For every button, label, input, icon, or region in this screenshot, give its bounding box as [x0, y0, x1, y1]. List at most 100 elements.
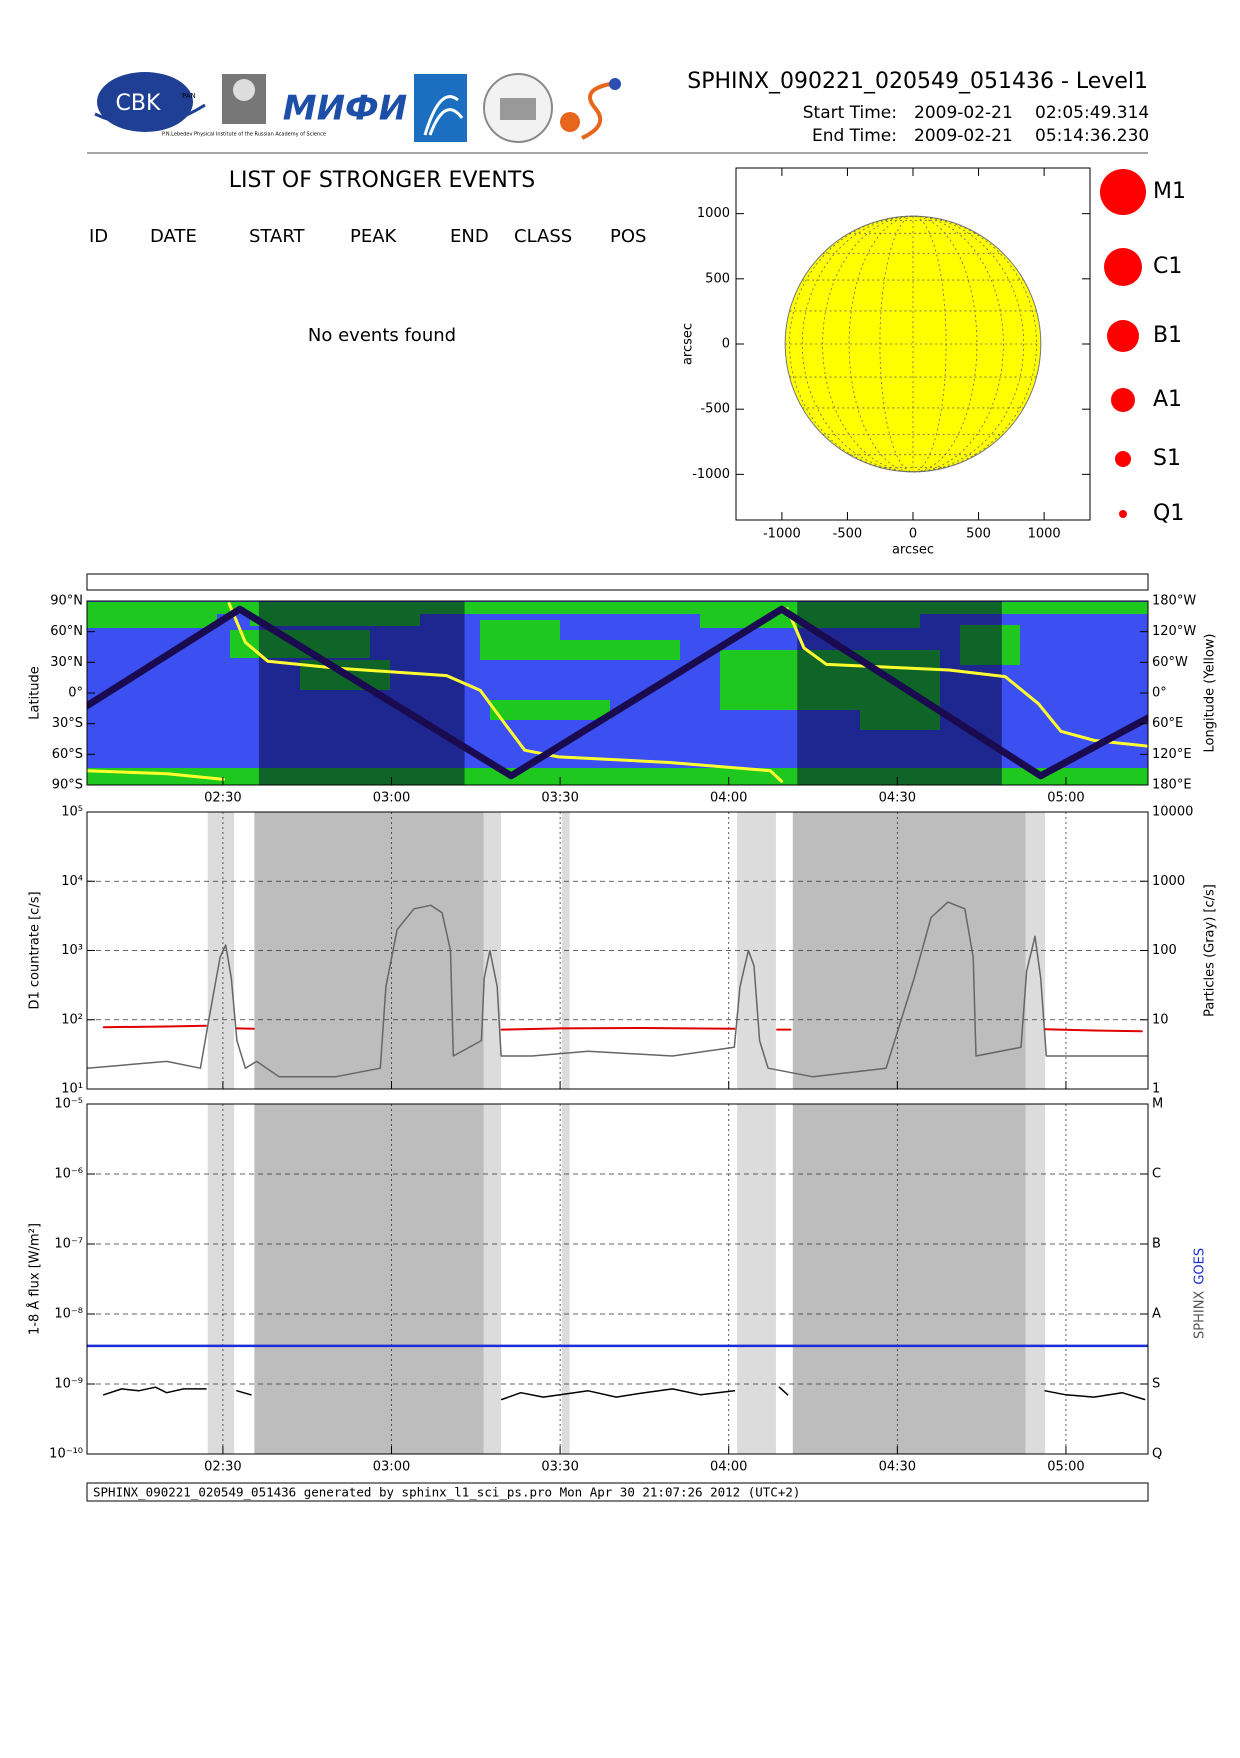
y-tick-label: 10⁻⁸ — [54, 1307, 83, 1322]
y2-tick-label: 10 — [1152, 1012, 1169, 1027]
y2-tick-label: M — [1152, 1097, 1163, 1112]
y2-tick-label: 1000 — [1152, 874, 1185, 889]
plot-frame — [86, 1103, 1149, 1455]
map-land — [560, 640, 680, 660]
y-tick-label: -500 — [700, 402, 730, 417]
x-tick-label: 02:30 — [204, 1460, 241, 1475]
y2-tick-label: 0° — [1152, 686, 1167, 701]
y-tick-label: 90°N — [50, 594, 83, 609]
logo-text: PAN — [182, 92, 196, 100]
x-tick-label: -500 — [833, 527, 863, 542]
y2-axis-label: Particles (Gray) [c/s] — [1203, 884, 1218, 1017]
y-tick-label: 10⁻⁷ — [54, 1237, 83, 1252]
start-time: 02:05:49.314 — [1035, 103, 1149, 123]
events-title: LIST OF STRONGER EVENTS — [229, 168, 536, 193]
x-tick-label: 04:30 — [879, 791, 916, 806]
column-header: POS — [610, 226, 646, 247]
x-tick-label: 03:00 — [373, 791, 410, 806]
y2-tick-label: C — [1152, 1167, 1161, 1182]
y2-tick-label: 120°E — [1152, 747, 1192, 762]
disk-grid — [822, 215, 1004, 473]
y2-tick-label: A — [1152, 1307, 1161, 1322]
map-land — [490, 700, 610, 720]
x-tick-label: 05:00 — [1047, 791, 1084, 806]
y2-tick-label: 180°W — [1152, 594, 1196, 609]
map-land — [87, 614, 217, 628]
y2-tick-label: 120°W — [1152, 624, 1196, 639]
end-label: End Time: — [812, 126, 897, 146]
legend-label: Q1 — [1153, 501, 1184, 526]
y-tick-label: 90°S — [52, 778, 83, 793]
y2-tick-label: S — [1152, 1377, 1160, 1392]
logo-cbk — [97, 72, 193, 132]
legend-label: B1 — [1153, 323, 1182, 348]
start-date: 2009-02-21 — [914, 103, 1013, 123]
y-axis-label: 1-8 Å flux [W/m²] — [27, 1223, 43, 1335]
legend-marker — [1111, 388, 1135, 412]
y-tick-label: 500 — [705, 271, 730, 286]
y-tick-label: 10⁻¹⁰ — [49, 1447, 83, 1462]
logo-text: МИФИ — [283, 89, 407, 129]
shaded-interval — [797, 601, 1002, 785]
legend-marker — [1115, 451, 1131, 467]
legend-marker — [1107, 320, 1139, 352]
y-tick-label: 10¹ — [61, 1082, 83, 1097]
logo-portrait — [233, 79, 255, 101]
shaded-interval — [254, 1104, 484, 1454]
shaded-interval — [483, 1104, 502, 1454]
end-date: 2009-02-21 — [914, 126, 1013, 146]
y2-axis-label: Longitude (Yellow) — [1203, 634, 1218, 753]
logo-dot — [609, 78, 621, 90]
disk-grid — [801, 215, 1025, 473]
y-tick-label: -1000 — [692, 467, 730, 482]
series-line — [87, 901, 1148, 1078]
logo-s — [581, 82, 611, 140]
logo-sun — [560, 112, 580, 132]
column-header: START — [249, 226, 306, 247]
y-tick-label: 10⁵ — [61, 805, 83, 820]
disk-grid — [848, 215, 978, 473]
events-message: No events found — [308, 325, 456, 346]
y2-tick-label: 180°E — [1152, 778, 1192, 793]
y-tick-label: 60°N — [50, 624, 83, 639]
end-time: 05:14:36.230 — [1035, 126, 1149, 146]
shaded-interval — [792, 1104, 1026, 1454]
legend-label: S1 — [1153, 446, 1181, 471]
y-tick-label: 10⁻⁹ — [54, 1377, 83, 1392]
logos: CBK PAN P.N.Lebedev Physical Institute o… — [94, 72, 621, 143]
footer: SPHINX_090221_020549_051436 generated by… — [93, 1485, 800, 1500]
y-tick-label: 30°N — [50, 655, 83, 670]
column-header: CLASS — [514, 226, 572, 247]
y-tick-label: 60°S — [52, 747, 83, 762]
y2-tick-label: B — [1152, 1237, 1161, 1252]
series-line — [87, 602, 1148, 783]
y-axis-label: arcsec — [681, 323, 696, 365]
x-tick-label: 0 — [909, 527, 917, 542]
logo-box — [414, 74, 467, 142]
legend-label: C1 — [1153, 254, 1182, 279]
footer-box — [86, 1482, 1149, 1502]
shaded-interval — [207, 1104, 235, 1454]
disk-grid — [789, 215, 1037, 473]
plot-area — [87, 601, 1148, 785]
x-tick-label: 1000 — [1028, 527, 1061, 542]
y-tick-label: 10² — [61, 1012, 83, 1027]
legend-label: SPHINX — [1193, 1291, 1208, 1339]
series-line — [102, 1024, 1143, 1033]
shaded-interval — [1025, 1104, 1046, 1454]
series-line — [102, 1386, 1146, 1401]
logo-caption: P.N.Lebedev Physical Institute of the Ru… — [162, 132, 326, 138]
column-header: END — [450, 226, 489, 247]
y2-tick-label: 60°W — [1152, 655, 1188, 670]
x-tick-label: 05:00 — [1047, 1460, 1084, 1475]
x-tick-label: 03:00 — [373, 1460, 410, 1475]
shaded-interval — [258, 601, 465, 785]
column-header: DATE — [150, 226, 197, 247]
series-line — [87, 605, 1148, 780]
x-tick-label: 02:30 — [204, 791, 241, 806]
report-title: SPHINX_090221_020549_051436 - Level1 — [687, 69, 1148, 94]
x-tick-label: 04:00 — [710, 791, 747, 806]
x-tick-label: 03:30 — [541, 791, 578, 806]
legend-label: A1 — [1153, 387, 1182, 412]
plot-area — [87, 1104, 1148, 1454]
